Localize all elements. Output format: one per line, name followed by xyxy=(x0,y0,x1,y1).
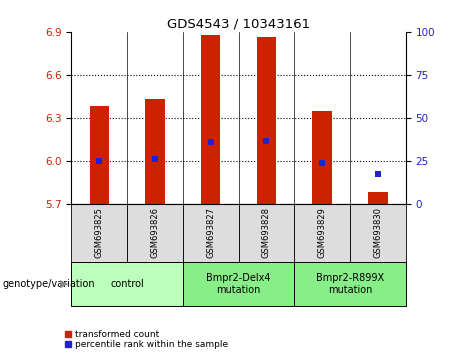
Bar xyxy=(201,35,220,204)
Text: control: control xyxy=(110,279,144,289)
Bar xyxy=(313,110,332,204)
Bar xyxy=(350,204,406,262)
Bar xyxy=(294,204,350,262)
Bar xyxy=(183,204,238,262)
Bar xyxy=(368,192,388,204)
Bar xyxy=(294,262,406,306)
Bar xyxy=(71,204,127,262)
Text: ▶: ▶ xyxy=(60,279,69,289)
Text: GSM693825: GSM693825 xyxy=(95,207,104,258)
Title: GDS4543 / 10343161: GDS4543 / 10343161 xyxy=(167,18,310,31)
Bar xyxy=(71,262,183,306)
Text: GSM693827: GSM693827 xyxy=(206,207,215,258)
Text: GSM693826: GSM693826 xyxy=(150,207,160,258)
Text: GSM693828: GSM693828 xyxy=(262,207,271,258)
Text: Bmpr2-R899X
mutation: Bmpr2-R899X mutation xyxy=(316,273,384,295)
Bar xyxy=(89,106,109,204)
Bar xyxy=(257,37,276,204)
Text: genotype/variation: genotype/variation xyxy=(2,279,95,289)
Text: Bmpr2-Delx4
mutation: Bmpr2-Delx4 mutation xyxy=(207,273,271,295)
Bar xyxy=(127,204,183,262)
Bar xyxy=(183,262,294,306)
Text: GSM693830: GSM693830 xyxy=(373,207,382,258)
Legend: transformed count, percentile rank within the sample: transformed count, percentile rank withi… xyxy=(65,330,228,349)
Text: GSM693829: GSM693829 xyxy=(318,207,327,258)
Bar xyxy=(145,99,165,204)
Bar xyxy=(238,204,294,262)
